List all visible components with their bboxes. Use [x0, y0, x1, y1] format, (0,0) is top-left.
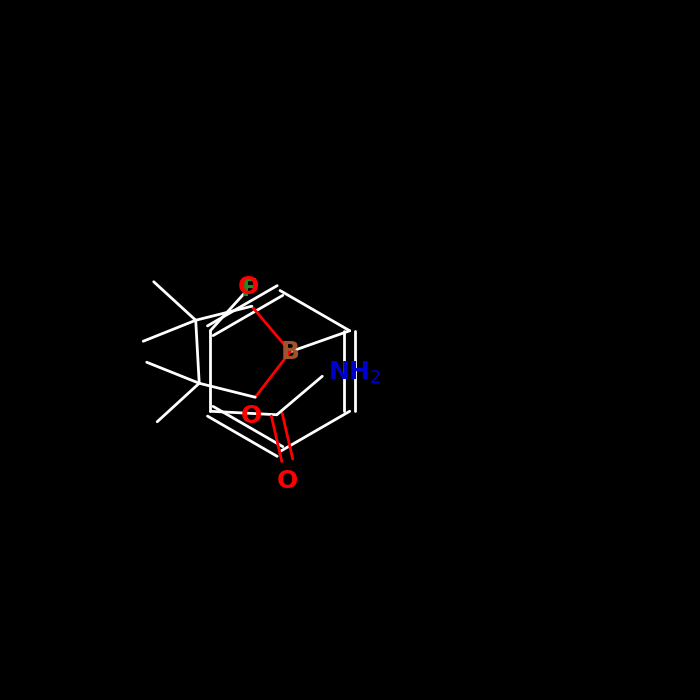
- Text: O: O: [237, 275, 259, 300]
- Text: NH$_2$: NH$_2$: [328, 360, 381, 386]
- Text: F: F: [240, 276, 258, 301]
- Text: O: O: [276, 469, 298, 493]
- Text: B: B: [281, 340, 300, 364]
- Text: O: O: [241, 405, 262, 428]
